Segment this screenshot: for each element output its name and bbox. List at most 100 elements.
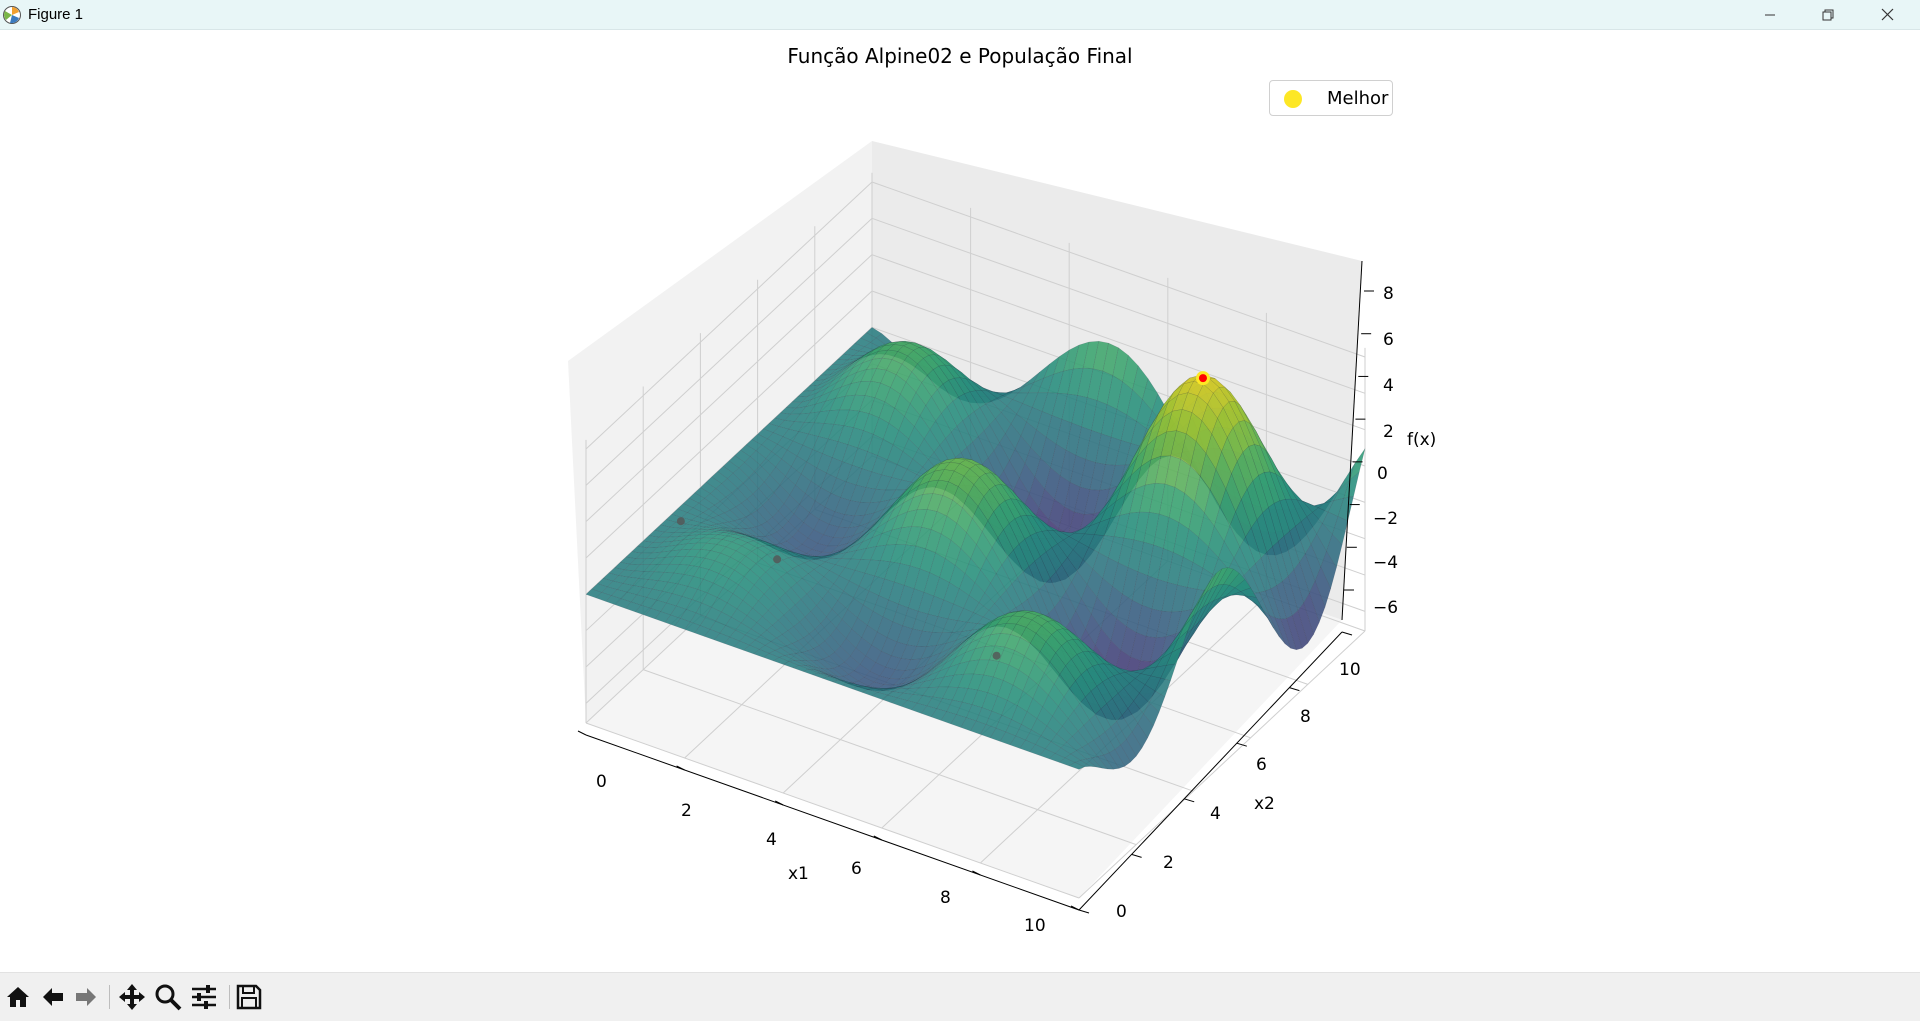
configure-subplots-button[interactable] xyxy=(188,981,220,1013)
y-tick-label: 10 xyxy=(1339,660,1361,680)
alpine02-surface xyxy=(585,327,1366,770)
grid-line-floor-y xyxy=(585,722,1080,899)
z-axis-line xyxy=(1341,260,1363,621)
surface-patch xyxy=(1074,760,1092,768)
window-titlebar: Figure 1 xyxy=(0,0,1920,30)
x-tick-label: 6 xyxy=(851,859,862,879)
population-point xyxy=(992,651,1001,660)
population-point xyxy=(676,517,685,526)
x-axis-label: x1 xyxy=(788,864,809,884)
z-tick-label: 2 xyxy=(1383,422,1394,442)
z-tick-label: −2 xyxy=(1373,509,1399,529)
pan-move-icon xyxy=(119,984,145,1010)
surface-patch xyxy=(1228,572,1246,588)
x-axis-line xyxy=(585,734,1080,911)
x-axis-tick xyxy=(577,730,587,736)
surface-patch xyxy=(1137,713,1154,739)
legend-label-best: Melhor xyxy=(1327,88,1389,109)
surface-patch xyxy=(1183,601,1200,628)
legend: Melhor xyxy=(1269,80,1393,116)
figure-canvas[interactable]: Função Alpine02 e População Final Melhor… xyxy=(0,30,1920,972)
population-point xyxy=(773,555,782,564)
minimize-button[interactable] xyxy=(1741,0,1799,29)
x-axis-tick xyxy=(1070,905,1080,911)
best-point xyxy=(1198,374,1207,383)
x-axis-tick xyxy=(873,835,883,841)
y-axis-tick xyxy=(1341,631,1353,636)
grid-line-z-left xyxy=(585,181,873,450)
toolbar-separator xyxy=(229,985,230,1009)
y-tick-label: 8 xyxy=(1300,707,1311,727)
grid-line-z-left xyxy=(585,217,873,486)
y-tick-label: 0 xyxy=(1116,902,1127,922)
surface-patch xyxy=(1337,495,1354,522)
y-axis-tick xyxy=(1289,687,1300,692)
restore-button[interactable] xyxy=(1799,0,1857,29)
y-axis-tick xyxy=(1078,909,1090,914)
x-axis-tick xyxy=(774,800,784,806)
surface-patch xyxy=(1309,580,1326,624)
matplotlib-figure-icon xyxy=(3,6,21,24)
zoom-button[interactable] xyxy=(152,981,184,1013)
surface-patch xyxy=(1348,448,1366,482)
z-tick-label: −6 xyxy=(1373,598,1399,618)
home-icon xyxy=(7,987,29,1007)
x-tick-label: 10 xyxy=(1024,916,1046,936)
grid-line-floor-x xyxy=(1078,630,1366,899)
y-axis-tick xyxy=(1236,742,1247,747)
z-axis-label: f(x) xyxy=(1407,430,1437,450)
x-axis-tick xyxy=(972,870,981,876)
back-button[interactable] xyxy=(37,981,69,1013)
surface-patch xyxy=(1268,614,1286,644)
surface-patch xyxy=(1263,610,1280,637)
z-tick-label: 8 xyxy=(1383,284,1394,304)
y-axis-tick xyxy=(1131,853,1142,858)
surface-patch xyxy=(1252,600,1269,619)
surface-patch xyxy=(1068,762,1086,770)
grid-line-floor-y xyxy=(643,669,1137,846)
x-tick-label: 8 xyxy=(940,888,951,908)
x-tick-label: 2 xyxy=(681,801,692,821)
configure-subplots-icon xyxy=(192,985,216,1009)
forward-button[interactable] xyxy=(70,981,102,1013)
grid-line-z-right xyxy=(871,181,1366,358)
surface-patch xyxy=(1217,567,1234,586)
z-tick-label: 4 xyxy=(1383,376,1394,396)
z-tick-label: −4 xyxy=(1373,553,1399,573)
grid-line-z-right xyxy=(871,217,1366,394)
restore-icon xyxy=(1822,9,1834,20)
y-tick-label: 6 xyxy=(1256,755,1267,775)
grid-line-z-left xyxy=(585,290,873,559)
y-axis-label: x2 xyxy=(1254,794,1275,814)
back-arrow-icon xyxy=(43,988,63,1006)
axis-lines xyxy=(577,260,1374,914)
save-button[interactable] xyxy=(233,981,265,1013)
surface-patch xyxy=(1343,471,1360,499)
x-tick-label: 0 xyxy=(596,772,607,792)
minimize-icon xyxy=(1765,14,1775,15)
y-axis-tick xyxy=(1184,798,1195,803)
grid-line-z-right xyxy=(871,254,1366,431)
forward-arrow-icon xyxy=(76,988,96,1006)
close-button[interactable] xyxy=(1858,0,1916,29)
y-tick-label: 4 xyxy=(1210,804,1221,824)
surface-patch xyxy=(1280,618,1297,651)
surface-patch xyxy=(1171,630,1188,653)
surface-patch xyxy=(1320,550,1337,590)
save-disk-icon xyxy=(236,984,262,1010)
pan-button[interactable] xyxy=(116,981,148,1013)
y-tick-label: 2 xyxy=(1163,853,1174,873)
close-icon xyxy=(1881,8,1893,21)
z-tick-label: 6 xyxy=(1383,330,1394,350)
x-tick-label: 4 xyxy=(766,830,777,850)
zoom-magnifier-icon xyxy=(155,984,182,1011)
toolbar-separator xyxy=(109,985,110,1009)
figure-title: Função Alpine02 e População Final xyxy=(787,44,1133,68)
population-points xyxy=(676,371,1210,660)
surface-patch xyxy=(1085,757,1103,769)
x-axis-tick xyxy=(676,765,685,771)
navigation-toolbar xyxy=(0,972,1920,1021)
surface-patch xyxy=(1125,731,1143,757)
grid-line-z-left xyxy=(585,254,873,523)
home-button[interactable] xyxy=(2,981,34,1013)
